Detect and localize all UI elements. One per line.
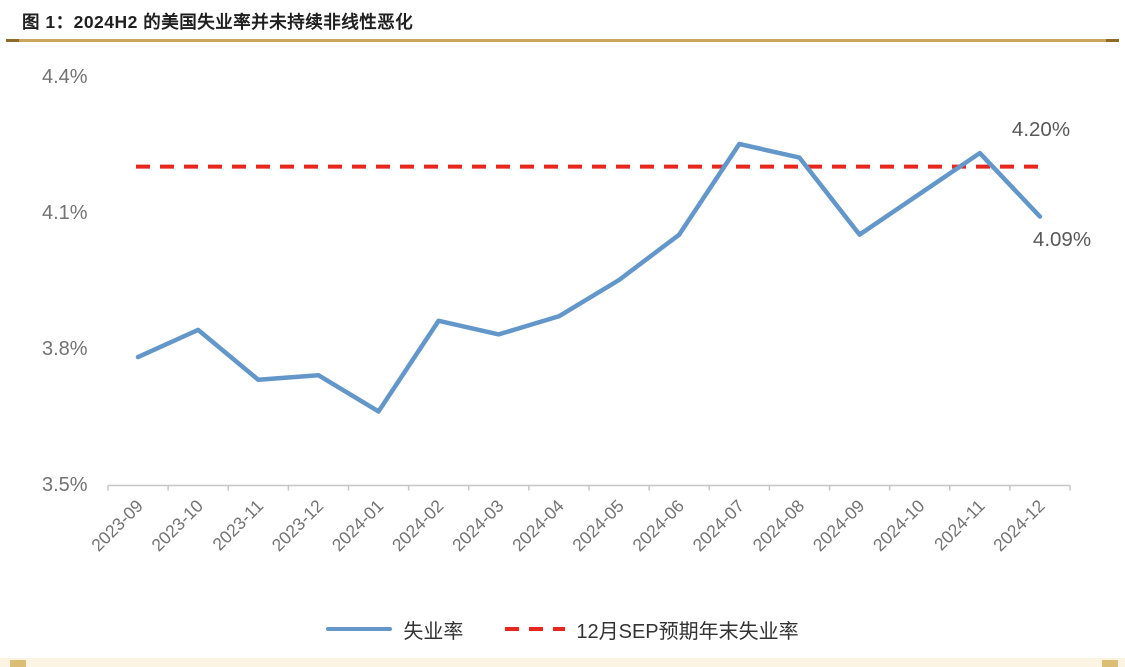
x-axis-tick-label: 2024-09: [809, 496, 869, 556]
legend-item-unemployment-rate: 失业率: [326, 615, 463, 644]
legend-label-sep-forecast: 12月SEP预期年末失业率: [576, 620, 799, 643]
legend-item-sep-forecast: 12月SEP预期年末失业率: [505, 615, 799, 644]
x-axis-tick-label: 2024-07: [689, 496, 749, 556]
data-point-annotation: 4.09%: [1033, 228, 1091, 251]
x-axis-tick-label: 2024-12: [989, 496, 1049, 556]
next-section-top-edge: [0, 658, 1125, 667]
y-axis-tick-label: 3.5%: [42, 474, 88, 496]
y-axis-tick-label: 4.1%: [42, 202, 88, 224]
x-axis-tick-label: 2024-03: [448, 496, 508, 556]
x-axis-tick-label: 2023-11: [208, 496, 267, 555]
x-axis-tick-label: 2024-11: [930, 496, 989, 555]
y-axis-tick-label: 3.8%: [42, 338, 88, 360]
figure-title: 图 1：2024H2 的美国失业率并未持续非线性恶化: [22, 12, 414, 32]
x-axis-tick-label: 2023-10: [147, 496, 207, 556]
title-underline-rule: [6, 39, 1119, 42]
x-axis-tick-label: 2024-10: [869, 496, 929, 556]
x-axis-tick-label: 2023-09: [87, 496, 147, 556]
x-axis-tick-label: 2024-04: [508, 496, 568, 556]
solid-line-swatch-icon: [326, 627, 393, 631]
dashed-line-swatch-icon: [505, 627, 566, 631]
chart-legend: 失业率 12月SEP预期年末失业率: [0, 613, 1125, 645]
y-axis-tick-label: 4.4%: [42, 66, 88, 88]
x-axis-tick-label: 2024-08: [749, 496, 809, 556]
x-axis-tick-label: 2024-05: [568, 496, 628, 556]
data-point-annotation: 4.20%: [1012, 118, 1070, 141]
x-axis-tick-label: 2023-12: [268, 496, 328, 556]
unemployment-rate-line: [135, 141, 1043, 414]
gold-cap-right: [1102, 660, 1118, 667]
x-axis-tick-label: 2024-01: [328, 496, 388, 556]
legend-label-unemployment-rate: 失业率: [403, 620, 464, 643]
x-axis-tick-label: 2024-02: [388, 496, 448, 556]
gold-cap-left: [10, 660, 26, 667]
x-axis-tick-label: 2024-06: [628, 496, 688, 556]
